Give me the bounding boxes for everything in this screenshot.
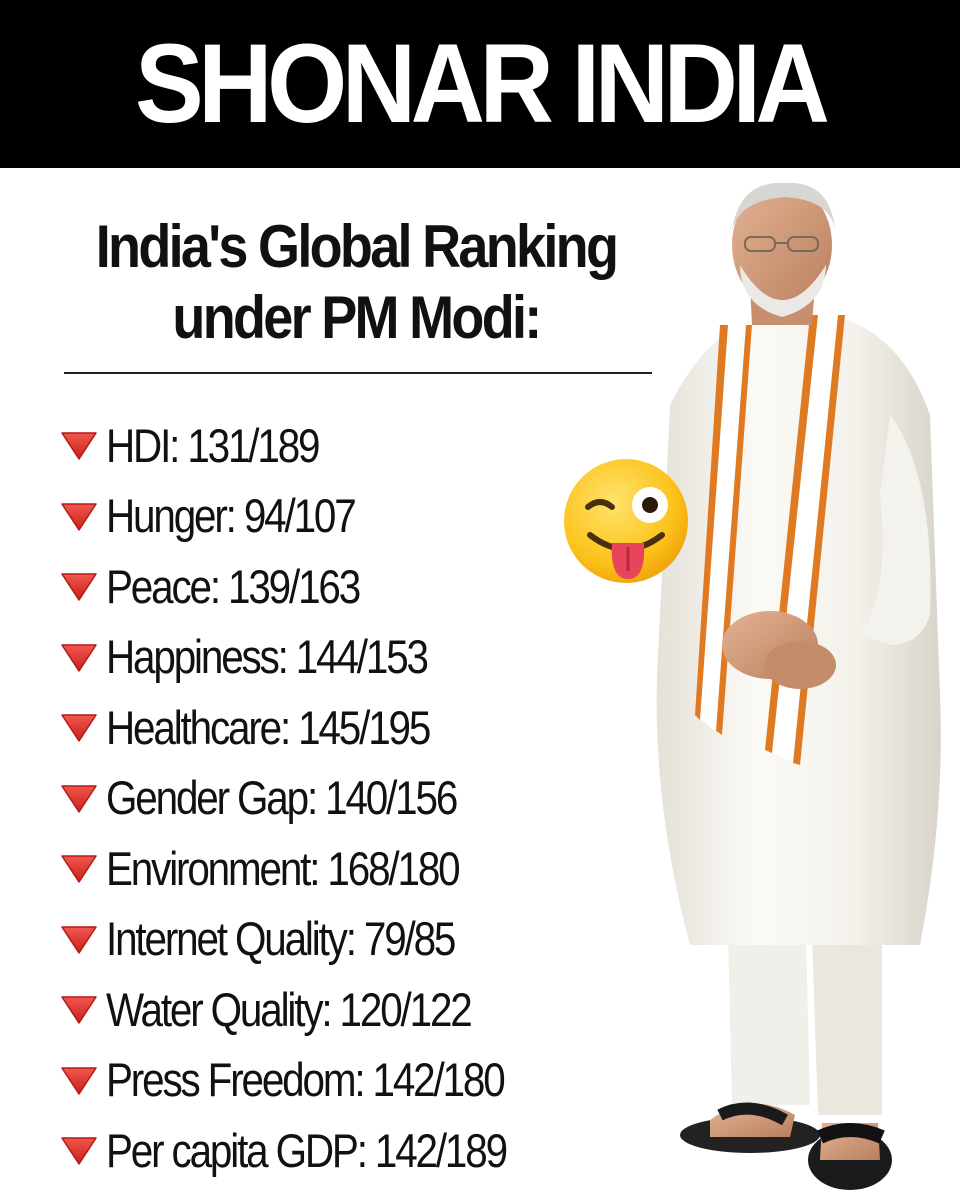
red-down-triangle-icon (61, 1137, 97, 1165)
subtitle-line-1: India's Global Ranking (95, 213, 619, 280)
ranking-text: Per capita GDP: 142/189 (106, 1123, 508, 1177)
banner-title: SHONAR INDIA (135, 21, 830, 146)
ranking-text: Environment: 168/180 (106, 841, 461, 895)
list-item: Gender Gap: 140/156 (60, 763, 700, 834)
list-item: Water Quality: 120/122 (60, 974, 700, 1045)
red-down-triangle-icon (61, 573, 97, 601)
ranking-text: Internet Quality: 79/85 (106, 912, 456, 966)
subtitle-line-2: under PM Modi: (172, 283, 542, 351)
ranking-text: Water Quality: 120/122 (106, 982, 473, 1036)
winking-face-with-tongue-icon (564, 459, 688, 583)
list-item: Healthcare: 145/195 (60, 692, 700, 763)
ranking-text: Gender Gap: 140/156 (106, 771, 458, 825)
standing-man-photo (656, 182, 941, 1190)
ranking-text: Happiness: 144/153 (106, 630, 429, 684)
divider (64, 372, 652, 374)
red-down-triangle-icon (61, 996, 97, 1024)
ranking-text: Press Freedom: 142/180 (106, 1053, 506, 1107)
subtitle: India's Global Ranking under PM Modi: (36, 212, 676, 354)
ranking-list: HDI: 131/189 Hunger: 94/107 Peace: 139/1… (60, 410, 700, 1186)
list-item: Press Freedom: 142/180 (60, 1045, 700, 1116)
red-down-triangle-icon (61, 1067, 97, 1095)
red-down-triangle-icon (61, 855, 97, 883)
red-down-triangle-icon (61, 644, 97, 672)
list-item: Happiness: 144/153 (60, 622, 700, 693)
red-down-triangle-icon (61, 503, 97, 531)
ranking-text: Peace: 139/163 (106, 559, 361, 613)
red-down-triangle-icon (61, 785, 97, 813)
ranking-text: Healthcare: 145/195 (106, 700, 431, 754)
ranking-text: Hunger: 94/107 (106, 489, 357, 543)
ranking-text: HDI: 131/189 (106, 418, 321, 472)
red-down-triangle-icon (61, 432, 97, 460)
title-banner: SHONAR INDIA (0, 0, 960, 168)
list-item: HDI: 131/189 (60, 410, 700, 481)
red-down-triangle-icon (61, 926, 97, 954)
list-item: Environment: 168/180 (60, 833, 700, 904)
list-item: Internet Quality: 79/85 (60, 904, 700, 975)
list-item: Per capita GDP: 142/189 (60, 1115, 700, 1186)
list-item: Hunger: 94/107 (60, 481, 700, 552)
list-item: Peace: 139/163 (60, 551, 700, 622)
red-down-triangle-icon (61, 714, 97, 742)
